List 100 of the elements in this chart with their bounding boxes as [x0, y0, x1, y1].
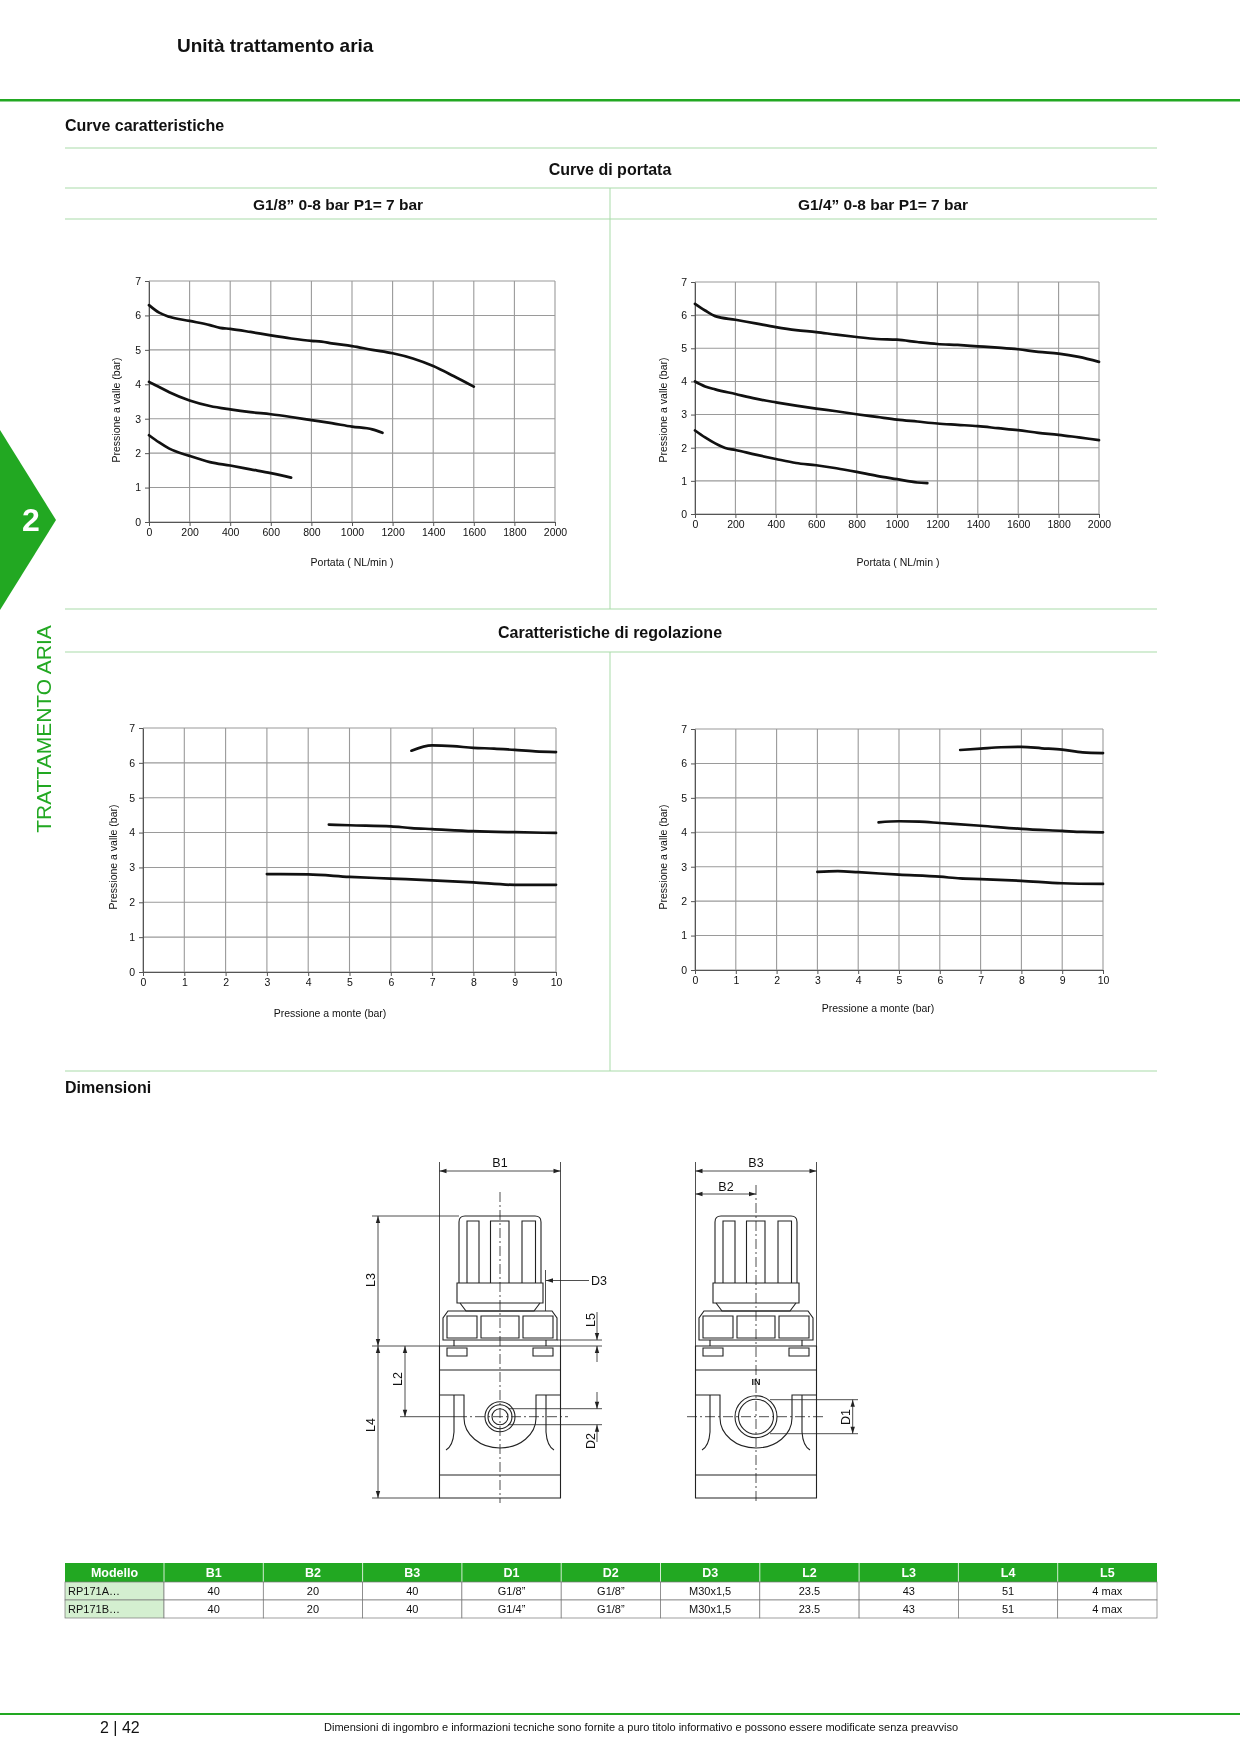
- x-tick-label: 600: [262, 526, 281, 539]
- y-tick-label: 5: [681, 791, 688, 804]
- text: 20: [306, 1603, 320, 1615]
- text: G1/8”: [497, 1585, 526, 1597]
- text: Caratteristiche di regolazione: [497, 624, 723, 641]
- line-series: [693, 380, 1101, 442]
- text: 4 max: [1092, 1585, 1123, 1597]
- x-tick-label: 5: [347, 976, 354, 989]
- y-tick-label: 4: [129, 826, 136, 839]
- line-series: [147, 380, 384, 435]
- x-axis-title: Portata ( NL/min ): [310, 556, 394, 568]
- y-tick-label: 2: [129, 896, 136, 909]
- text: 51: [1001, 1585, 1015, 1597]
- x-tick-label: 2000: [1087, 518, 1112, 531]
- text: Curve di portata: [548, 161, 672, 178]
- x-tick-label: 1: [733, 974, 740, 987]
- chart-title: G1/4” 0-8 bar P1= 7 bar: [797, 196, 969, 213]
- text: 40: [406, 1585, 419, 1597]
- chart-title: G1/8” 0-8 bar P1= 7 bar: [252, 196, 424, 213]
- text: G1/8”: [597, 1603, 625, 1615]
- x-tick-label: 1400: [966, 518, 991, 531]
- x-tick-label: 400: [767, 518, 786, 531]
- x-tick-label: 400: [221, 526, 240, 539]
- line-series: [265, 872, 558, 887]
- x-tick-label: 600: [807, 518, 826, 531]
- y-tick-label: 7: [129, 721, 136, 734]
- y-tick-label: 2: [681, 441, 688, 454]
- x-tick-label: 200: [727, 518, 745, 531]
- text: 4 max: [1092, 1603, 1123, 1615]
- y-tick-label: 0: [681, 963, 688, 976]
- category-label: B3: [404, 1566, 421, 1580]
- category-label: B2: [304, 1566, 321, 1580]
- line-series: [147, 303, 476, 389]
- x-tick-label: 4: [855, 974, 862, 987]
- x-tick-label: 0: [692, 518, 699, 531]
- y-tick-label: 5: [129, 791, 136, 804]
- line-series: [147, 433, 293, 479]
- x-tick-label: 1400: [422, 526, 446, 539]
- line-series: [410, 744, 558, 754]
- x-tick-label: 2: [223, 976, 230, 989]
- x-tick-label: 6: [937, 974, 944, 987]
- x-tick-label: 3: [814, 974, 821, 987]
- text: 43: [902, 1585, 915, 1597]
- regulator-side-drawing: B3 B2 D1 IN: [686, 1156, 859, 1504]
- x-tick-label: 1600: [1007, 518, 1031, 531]
- y-axis-title: Pressione a valle (bar): [110, 357, 122, 463]
- line-series: [958, 745, 1105, 755]
- line-series: [327, 823, 558, 835]
- y-tick-label: 6: [135, 309, 142, 322]
- y-tick-label: 3: [681, 408, 688, 421]
- category-label: L2: [802, 1566, 817, 1580]
- y-tick-label: 3: [135, 412, 142, 425]
- y-tick-label: 5: [681, 342, 688, 355]
- x-tick-label: 7: [978, 974, 985, 987]
- x-tick-label: 6: [388, 976, 395, 989]
- y-tick-label: 4: [681, 826, 688, 839]
- category-label: RP171B…: [68, 1603, 120, 1615]
- text: Unità trattamento aria: [177, 35, 374, 56]
- category-label: L5: [1100, 1566, 1115, 1580]
- x-tick-label: 1000: [340, 526, 365, 539]
- y-axis-title: Pressione a valle (bar): [107, 804, 119, 910]
- line-series: [877, 819, 1105, 834]
- text: Dimensioni: [65, 1079, 152, 1096]
- x-tick-label: 1800: [1047, 518, 1071, 531]
- x-tick-label: 3: [264, 976, 271, 989]
- y-tick-label: 2: [681, 895, 688, 907]
- text: Curve caratteristiche: [65, 117, 225, 134]
- category-label: D3: [702, 1566, 719, 1580]
- text: 43: [902, 1603, 915, 1615]
- text: 2 | 42: [100, 1719, 140, 1736]
- x-tick-label: 8: [470, 976, 477, 989]
- y-tick-label: 7: [681, 722, 688, 735]
- category-label: D2: [602, 1566, 619, 1580]
- text: 20: [306, 1585, 320, 1597]
- y-axis-title: Pressione a valle (bar): [657, 357, 669, 463]
- x-tick-label: 9: [1059, 974, 1066, 987]
- y-tick-label: 1: [129, 931, 136, 943]
- line-series: [693, 302, 1101, 364]
- y-tick-label: 2: [135, 447, 142, 459]
- x-tick-label: 1200: [381, 526, 405, 539]
- x-tick-label: 0: [692, 974, 699, 987]
- x-tick-label: 8: [1018, 974, 1025, 987]
- text: M30x1,5: [689, 1603, 732, 1615]
- y-tick-label: 4: [135, 378, 142, 391]
- x-tick-label: 2000: [543, 526, 568, 539]
- category-label: L4: [1000, 1566, 1016, 1580]
- text: Dimensioni di ingombro e informazioni tecniche sono fornite a puro titolo informativo e possono essere modificate senza preavviso: [324, 1721, 959, 1733]
- x-axis-title: Pressione a monte (bar): [273, 1007, 387, 1019]
- text: TRATTAMENTO ARIA: [32, 625, 55, 833]
- x-tick-label: 1000: [885, 518, 910, 531]
- y-tick-label: 1: [681, 929, 688, 942]
- y-tick-label: 0: [681, 507, 688, 520]
- x-tick-label: 800: [848, 518, 867, 531]
- x-tick-label: 0: [146, 526, 153, 539]
- text: 40: [406, 1603, 419, 1615]
- x-tick-label: 10: [1097, 974, 1110, 987]
- category-label: Modello: [90, 1566, 139, 1580]
- x-tick-label: 5: [896, 974, 903, 987]
- x-tick-label: 7: [429, 976, 436, 989]
- category-label: RP171A…: [68, 1585, 120, 1597]
